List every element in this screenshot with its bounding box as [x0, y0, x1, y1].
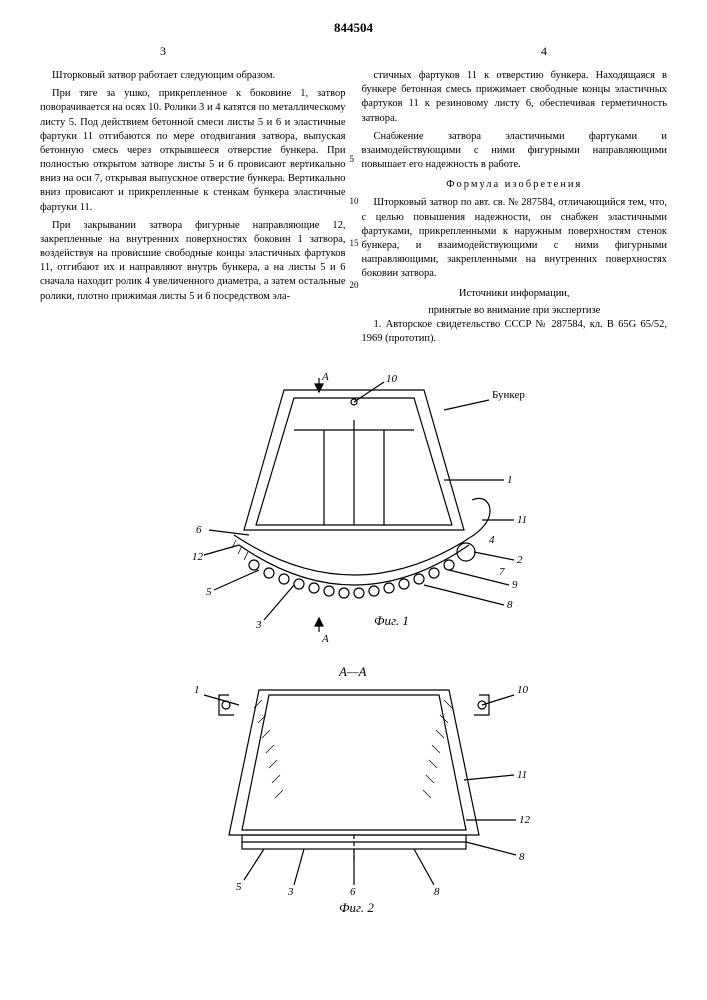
para: При тяге за ушко, прикрепленное к бокови… — [40, 87, 346, 215]
svg-text:10: 10 — [386, 373, 398, 385]
svg-text:8: 8 — [507, 599, 513, 611]
svg-text:5: 5 — [236, 881, 242, 893]
para: Шторковый затвор по авт. св. № 287584, о… — [362, 196, 668, 281]
svg-text:3: 3 — [287, 886, 294, 898]
figure-2: A—A — [144, 660, 564, 920]
text-columns: Шторковый затвор работает следующим обра… — [40, 69, 667, 350]
fig2-label: Фиг. 2 — [339, 900, 374, 915]
svg-text:12: 12 — [519, 814, 531, 826]
page-left: 3 — [160, 44, 166, 59]
column-left: Шторковый затвор работает следующим обра… — [40, 69, 346, 350]
svg-text:11: 11 — [517, 514, 527, 526]
page-numbers: 3 4 — [40, 44, 667, 59]
svg-text:8: 8 — [434, 886, 440, 898]
svg-text:7: 7 — [499, 566, 505, 578]
column-right: стичных фартуков 11 к отверстию бункера.… — [362, 69, 668, 350]
figure-1: A A Бункер 10 1 11 2 9 8 6 12 5 3 4 7 Фи… — [144, 370, 564, 660]
sources-sub: принятые во внимание при экспертизе — [362, 304, 668, 318]
section-a-top: A — [321, 371, 329, 383]
line-marker: 5 — [350, 154, 355, 164]
line-marker: 20 — [350, 280, 359, 290]
para: Снабжение затвора эластичными фартуками … — [362, 130, 668, 173]
patent-number: 844504 — [40, 20, 667, 36]
svg-text:5: 5 — [206, 586, 212, 598]
svg-text:2: 2 — [517, 554, 523, 566]
svg-text:6: 6 — [350, 886, 356, 898]
svg-text:9: 9 — [512, 579, 518, 591]
sources-title: Источники информации, — [362, 287, 668, 301]
svg-text:6: 6 — [196, 524, 202, 536]
svg-text:1: 1 — [194, 684, 200, 696]
line-marker: 10 — [350, 196, 359, 206]
section-a-bottom: A — [321, 633, 329, 645]
svg-text:8: 8 — [519, 851, 525, 863]
line-marker: 15 — [350, 238, 359, 248]
figures: A A Бункер 10 1 11 2 9 8 6 12 5 3 4 7 Фи… — [40, 370, 667, 920]
para: Шторковый затвор работает следующим обра… — [40, 69, 346, 83]
svg-text:1: 1 — [507, 474, 513, 486]
svg-text:11: 11 — [517, 769, 527, 781]
svg-text:4: 4 — [489, 534, 495, 546]
para: 1. Авторское свидетельство СССР № 287584… — [362, 318, 668, 346]
fig1-label: Фиг. 1 — [374, 613, 409, 628]
formula-title: Формула изобретения — [362, 178, 668, 192]
page-right: 4 — [541, 44, 547, 59]
svg-text:12: 12 — [192, 551, 204, 563]
para: При закрывании затвора фигурные направля… — [40, 219, 346, 304]
svg-text:3: 3 — [255, 619, 262, 631]
svg-text:10: 10 — [517, 684, 529, 696]
section-label: A—A — [338, 664, 367, 679]
para: стичных фартуков 11 к отверстию бункера.… — [362, 69, 668, 126]
bunker-label: Бункер — [492, 389, 525, 401]
